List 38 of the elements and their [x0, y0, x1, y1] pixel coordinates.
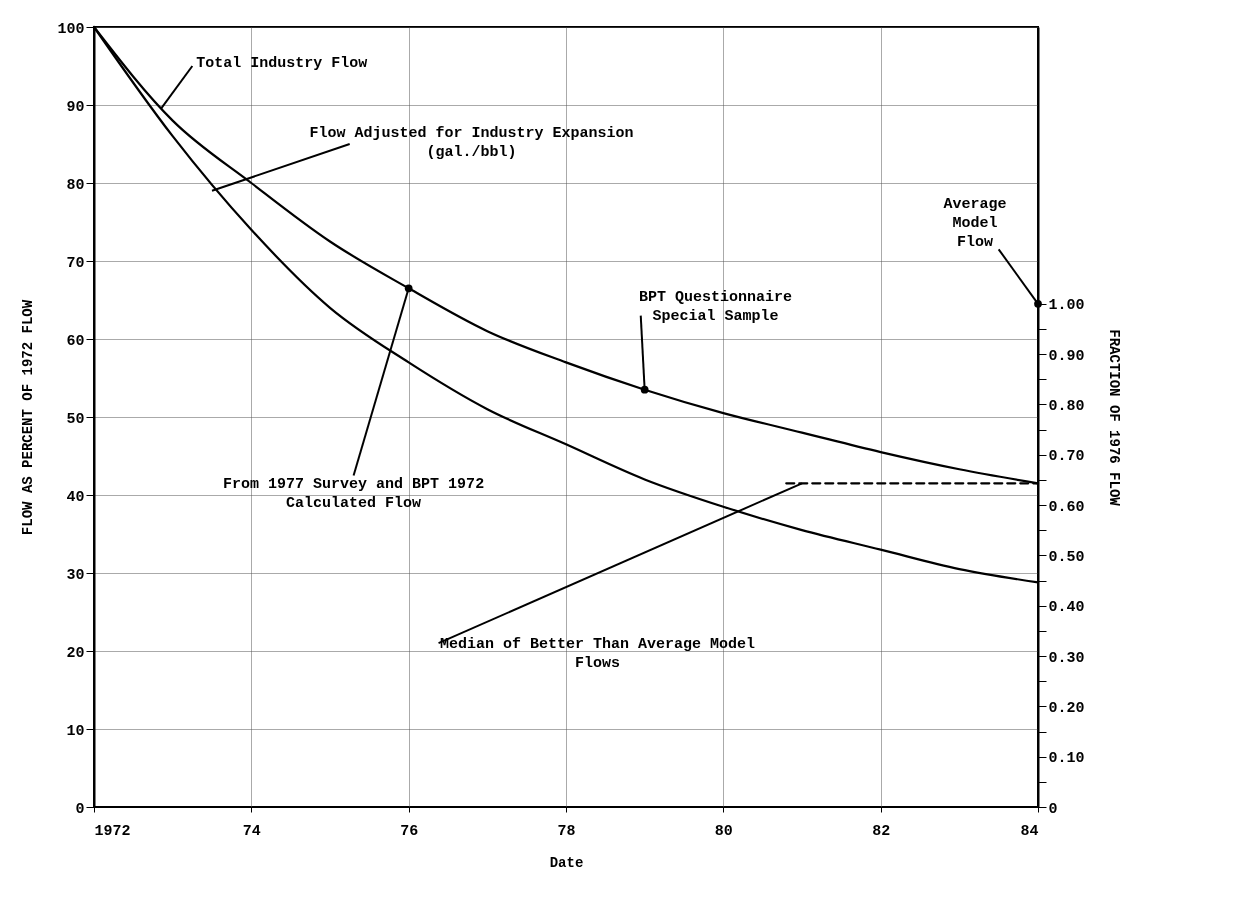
- y-tick-label: 60: [66, 332, 85, 350]
- y-tick-label: 90: [66, 98, 85, 116]
- y-tick-label: 30: [66, 566, 85, 584]
- annotation: From 1977 Survey and BPT 1972 Calculated Flow: [223, 476, 485, 513]
- annotation: Median of Better Than Average Model Flows: [439, 636, 755, 673]
- annotation: Average Model Flow: [943, 195, 1007, 251]
- y-axis-title: FLOW AS PERCENT OF 1972 FLOW: [20, 299, 37, 536]
- y-tick-label: 50: [66, 410, 85, 428]
- y-tick-label: 0: [75, 800, 85, 818]
- y2-tick-label: 0.80: [1048, 397, 1085, 415]
- y2-tick-label: 0.40: [1048, 599, 1085, 617]
- y-tick-label: 10: [66, 722, 85, 740]
- x-tick-label: 78: [557, 822, 576, 840]
- y-tick-label: 80: [66, 176, 85, 194]
- x-axis-title: Date: [549, 854, 584, 871]
- x-tick-label: 82: [872, 822, 891, 840]
- y-tick-label: 70: [66, 254, 85, 272]
- y2-tick-label: 0.10: [1048, 750, 1085, 768]
- y2-tick-label: 0.50: [1048, 548, 1085, 566]
- annotation: BPT Questionnaire Special Sample: [638, 289, 792, 326]
- annotation: Total Industry Flow: [196, 55, 368, 73]
- y2-tick-label: 0.60: [1048, 498, 1085, 516]
- y2-tick-label: 0: [1048, 800, 1058, 818]
- y2-tick-label: 1.00: [1048, 297, 1085, 315]
- y2-tick-label: 0.90: [1048, 347, 1085, 365]
- y2-tick-label: 0.70: [1048, 448, 1085, 466]
- x-tick-label: 76: [400, 822, 419, 840]
- y-tick-label: 100: [57, 20, 85, 38]
- y-tick-label: 20: [66, 644, 85, 662]
- y-tick-label: 40: [66, 488, 85, 506]
- x-tick-label: 84: [1020, 822, 1039, 840]
- y2-tick-label: 0.20: [1048, 699, 1085, 717]
- x-tick-label: 74: [242, 822, 261, 840]
- annotation: Flow Adjusted for Industry Expansion (gal./bbl): [309, 125, 634, 162]
- y2-tick-label: 0.30: [1048, 649, 1085, 667]
- x-tick-label: 80: [714, 822, 733, 840]
- y2-axis-title: FRACTION OF 1976 FLOW: [1105, 329, 1122, 507]
- x-tick-label: 1972: [94, 822, 131, 840]
